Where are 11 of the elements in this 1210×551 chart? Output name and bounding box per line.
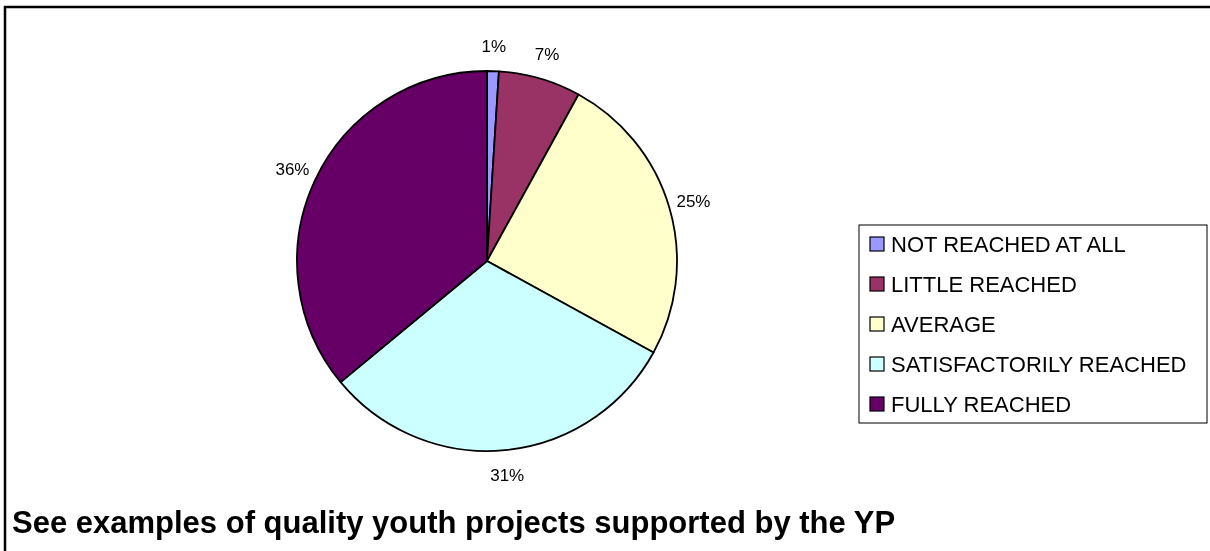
legend-label: AVERAGE: [891, 311, 996, 337]
data-label: 36%: [275, 159, 310, 179]
data-label: 7%: [534, 45, 560, 65]
legend-label: NOT REACHED AT ALL: [891, 231, 1126, 257]
text: See examples of quality youth projects supported by the YP: [12, 504, 896, 540]
data-label: 1%: [481, 36, 507, 56]
legend-label: SATISFACTORILY REACHED: [891, 351, 1187, 377]
data-label: 25%: [676, 191, 711, 211]
data-label: 31%: [490, 465, 525, 485]
legend-label: LITTLE REACHED: [891, 271, 1077, 297]
legend-label: FULLY REACHED: [891, 391, 1072, 417]
